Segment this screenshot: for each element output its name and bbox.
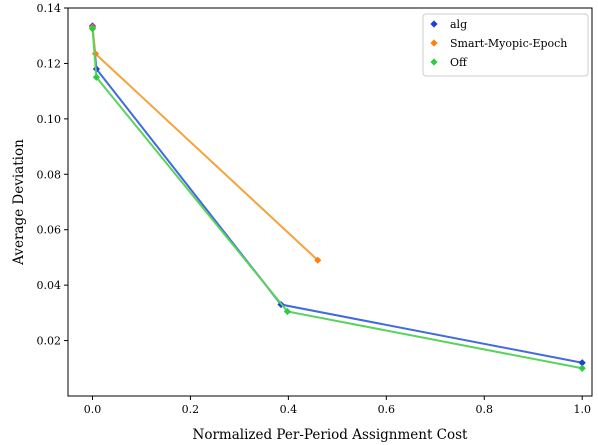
series-off bbox=[88, 25, 586, 372]
x-tick-label: 0.0 bbox=[84, 403, 102, 416]
y-tick-label: 0.12 bbox=[37, 57, 62, 70]
x-tick-label: 1.0 bbox=[573, 403, 591, 416]
x-tick-label: 0.4 bbox=[280, 403, 298, 416]
legend: alg Smart-Myopic-Epoch Off bbox=[422, 13, 589, 77]
x-axis-ticks: 0.0 0.2 0.4 0.6 0.8 1.0 bbox=[84, 396, 591, 416]
data-point bbox=[92, 73, 101, 81]
data-point bbox=[88, 25, 97, 33]
data-point bbox=[283, 307, 291, 316]
legend-marker bbox=[430, 58, 438, 66]
data-point bbox=[578, 359, 586, 367]
legend-marker bbox=[430, 39, 438, 47]
legend-label: alg bbox=[450, 18, 467, 31]
x-tick-label: 0.6 bbox=[378, 403, 396, 416]
data-point bbox=[314, 256, 322, 264]
y-tick-label: 0.06 bbox=[37, 224, 62, 237]
x-axis-title: Normalized Per-Period Assignment Cost bbox=[193, 427, 469, 443]
legend-label: Smart-Myopic-Epoch bbox=[450, 37, 567, 50]
legend-marker bbox=[430, 20, 438, 28]
y-tick-label: 0.08 bbox=[37, 168, 62, 181]
x-tick-label: 0.8 bbox=[476, 403, 494, 416]
y-tick-label: 0.02 bbox=[37, 335, 62, 348]
legend-box bbox=[422, 13, 589, 77]
plot-frame bbox=[67, 7, 593, 397]
series-line bbox=[91, 27, 319, 261]
y-axis-ticks: 0.02 0.04 0.06 0.08 0.10 0.12 0.14 bbox=[37, 2, 68, 348]
series-line bbox=[91, 25, 583, 364]
y-tick-label: 0.14 bbox=[37, 2, 62, 15]
x-tick-label: 0.2 bbox=[182, 403, 200, 416]
y-tick-label: 0.04 bbox=[37, 279, 62, 292]
series-layer bbox=[88, 22, 586, 372]
legend-label: Off bbox=[450, 56, 468, 69]
y-axis-title: Average Deviation bbox=[11, 139, 27, 266]
series-smart-myopic-epoch bbox=[88, 23, 322, 264]
y-tick-label: 0.10 bbox=[37, 113, 62, 126]
data-point bbox=[578, 364, 586, 372]
series-line bbox=[91, 28, 583, 370]
